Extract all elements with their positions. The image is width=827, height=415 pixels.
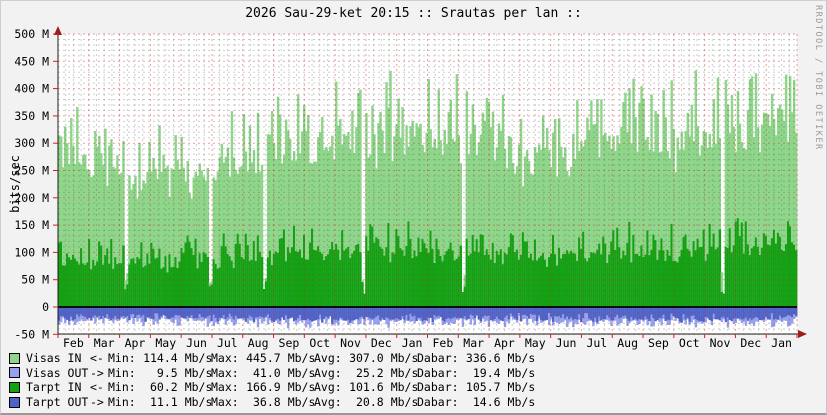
x-tick-label: Jul [217, 336, 238, 350]
x-tick-label: Jun [186, 336, 207, 350]
graph-legend: Visas IN <- Min: 114.4 Mb/s Max: 445.7 Mb/s … [9, 351, 819, 409]
legend-row-visas-in: Visas IN <- Min: 114.4 Mb/s Max: 445.7 Mb/s … [9, 351, 819, 366]
legend-swatch-visas-out [9, 367, 20, 379]
y-tick-label: 200 M [14, 191, 49, 205]
x-tick-label: Feb [63, 336, 84, 350]
y-tick-label: 350 M [14, 109, 49, 123]
graph-title: 2026 Sau-29-ket 20:15 :: Srautas per lan… [245, 6, 582, 21]
legend-min: Min: 114.4 Mb/s [108, 351, 213, 366]
legend-min: Min: 9.5 Mb/s [108, 365, 213, 380]
legend-swatch-tarpt-out [9, 396, 20, 408]
legend-series-direction: -> [90, 365, 104, 380]
x-tick-label: Apr [494, 336, 515, 350]
x-tick-label: Jul [586, 336, 607, 350]
y-tick-label: -50 M [14, 327, 49, 341]
y-tick-label: 400 M [14, 82, 49, 96]
legend-row-tarpt-in: Tarpt IN <- Min: 60.2 Mb/s Max: 166.9 Mb/s A… [9, 380, 819, 395]
legend-max: Max: 36.8 Mb/s [211, 395, 316, 410]
rrdtool-watermark: RRDTOOL / TOBI OETIKER [813, 5, 823, 151]
legend-max: Max: 166.9 Mb/s [211, 380, 316, 395]
x-tick-label: Sep [648, 336, 669, 350]
y-tick-label: 150 M [14, 218, 49, 232]
legend-avg: Avg: 25.2 Mb/s [314, 365, 419, 380]
x-tick-label: Feb [433, 336, 454, 350]
y-tick-label: 0 [42, 300, 49, 314]
y-tick-label: 50 M [21, 273, 49, 287]
legend-series-name: Tarpt IN [26, 380, 82, 395]
legend-dabar: Dabar: 336.6 Mb/s [417, 351, 536, 366]
legend-row-tarpt-out: Tarpt OUT -> Min: 11.1 Mb/s Max: 36.8 Mb/s A… [9, 395, 819, 410]
legend-dabar: Dabar: 105.7 Mb/s [417, 380, 536, 395]
y-tick-label: 450 M [14, 54, 49, 68]
x-tick-label: Jun [556, 336, 577, 350]
legend-series-direction: -> [90, 395, 104, 410]
legend-swatch-tarpt-in [9, 381, 20, 393]
x-tick-label: Apr [125, 336, 146, 350]
legend-avg: Avg: 20.8 Mb/s [314, 395, 419, 410]
y-tick-label: 500 M [14, 27, 49, 41]
x-tick-label: Aug [617, 336, 638, 350]
x-tick-label: Mar [463, 336, 484, 350]
x-tick-label: Nov [710, 336, 731, 350]
x-tick-label: Mar [94, 336, 115, 350]
legend-min: Min: 60.2 Mb/s [108, 380, 213, 395]
legend-min: Min: 11.1 Mb/s [108, 395, 213, 410]
y-tick-label: 100 M [14, 245, 49, 259]
x-tick-label: May [155, 336, 176, 350]
legend-series-name: Visas OUT [26, 365, 89, 380]
y-tick-label: 250 M [14, 164, 49, 178]
x-tick-label: Dec [371, 336, 392, 350]
legend-series-direction: <- [90, 351, 104, 366]
legend-avg: Avg: 101.6 Mb/s [314, 380, 419, 395]
legend-series-direction: <- [90, 380, 104, 395]
legend-row-visas-out: Visas OUT -> Min: 9.5 Mb/s Max: 41.0 Mb/s Av… [9, 366, 819, 381]
legend-swatch-visas-in [9, 352, 20, 364]
legend-series-name: Tarpt OUT [26, 395, 89, 410]
x-tick-label: Oct [679, 336, 700, 350]
x-tick-label: Jan [771, 336, 792, 350]
x-tick-label: May [525, 336, 546, 350]
x-tick-label: Sep [279, 336, 300, 350]
x-tick-label: Jan [402, 336, 423, 350]
legend-avg: Avg: 307.0 Mb/s [314, 351, 419, 366]
legend-dabar: Dabar: 14.6 Mb/s [417, 395, 536, 410]
y-axis-label: bits/sec [8, 155, 22, 213]
legend-max: Max: 445.7 Mb/s [211, 351, 316, 366]
x-tick-label: Aug [248, 336, 269, 350]
legend-dabar: Dabar: 19.4 Mb/s [417, 365, 536, 380]
legend-max: Max: 41.0 Mb/s [211, 365, 316, 380]
x-tick-label: Nov [340, 336, 361, 350]
x-tick-label: Oct [309, 336, 330, 350]
y-tick-label: 300 M [14, 136, 49, 150]
x-tick-label: Dec [740, 336, 761, 350]
legend-series-name: Visas IN [26, 351, 82, 366]
